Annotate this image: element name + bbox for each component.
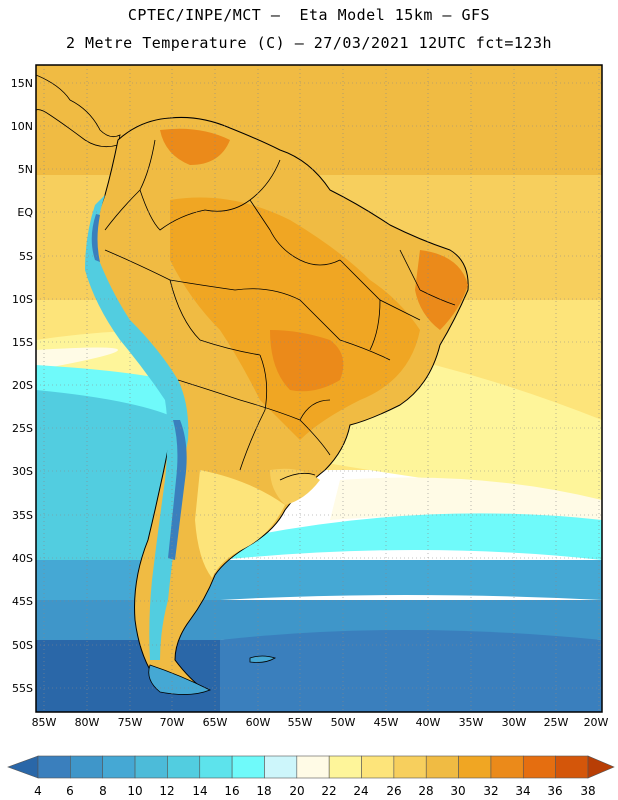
lat-label: 10S: [12, 293, 33, 306]
patagonia-mild: [195, 470, 285, 578]
colorbar-cell: [199, 755, 233, 779]
map-title-line1: CPTEC/INPE/MCT – Eta Model 15km – GFS: [127, 6, 491, 24]
colorbar-cell: [37, 755, 71, 779]
lat-label: 50S: [12, 639, 33, 652]
lon-label: 40W: [416, 716, 441, 729]
ocean-band-coldest2: [220, 630, 602, 712]
colorbar-label: 30: [450, 784, 465, 798]
lon-label: 80W: [75, 716, 100, 729]
colorbar-labels: 4 6 8 10 12 14 16 18 20 22 24 26 28 30 3…: [34, 784, 595, 798]
falkland-islands: [249, 655, 276, 663]
lat-label: 15N: [11, 77, 33, 90]
lat-label: 20S: [12, 379, 33, 392]
colorbar-label: 20: [289, 784, 304, 798]
ocean-band-cream: [36, 347, 602, 525]
latitude-labels: 15N 10N 5N EQ 5S 10S 15S 20S 25S 30S 35S…: [11, 77, 34, 695]
lat-label: 15S: [12, 336, 33, 349]
lon-label: 25W: [544, 716, 569, 729]
lat-label: EQ: [17, 206, 33, 219]
colorbar-cell: [296, 755, 330, 779]
colorbar-cell: [425, 755, 459, 779]
lon-label: 55W: [288, 716, 313, 729]
uruguay-warm: [270, 468, 320, 505]
colorbar-label: 8: [99, 784, 107, 798]
longitude-labels: 85W 80W 75W 70W 65W 60W 55W 50W 45W 40W …: [32, 716, 609, 729]
colorbar-label: 28: [418, 784, 433, 798]
tierra-del-fuego: [148, 664, 211, 695]
colorbar-label: 26: [386, 784, 401, 798]
lon-label: 50W: [331, 716, 356, 729]
colorbar-label: 38: [580, 784, 595, 798]
colorbar: 4 6 8 10 12 14 16 18 20 22 24 26 28 30 3…: [7, 755, 615, 798]
lon-label: 60W: [246, 716, 271, 729]
colorbar-cell: [70, 755, 104, 779]
lon-label: 20W: [584, 716, 609, 729]
colorbar-cell: [264, 755, 298, 779]
lat-label: 5N: [18, 163, 33, 176]
lon-label: 30W: [502, 716, 527, 729]
lat-label: 35S: [12, 509, 33, 522]
colorbar-cell: [134, 755, 168, 779]
ocean-band-cold: [36, 560, 602, 600]
brazil-hot-region: [170, 197, 420, 440]
colorbar-label: 22: [321, 784, 336, 798]
colorbar-cell: [490, 755, 524, 779]
lat-label: 55S: [12, 682, 33, 695]
colorbar-label: 14: [192, 784, 207, 798]
colorbar-cell: [458, 755, 492, 779]
lat-label: 40S: [12, 552, 33, 565]
map-title-line2: 2 Metre Temperature (C) – 27/03/2021 12U…: [65, 34, 553, 52]
lon-label: 45W: [374, 716, 399, 729]
colorbar-cell: [555, 755, 589, 779]
colorbar-label: 18: [256, 784, 271, 798]
colorbar-label: 32: [483, 784, 498, 798]
venezuela-hot-region: [160, 128, 230, 165]
lat-label: 45S: [12, 595, 33, 608]
colorbar-cell: [231, 755, 265, 779]
lon-label: 65W: [203, 716, 228, 729]
colorbar-label: 34: [515, 784, 530, 798]
colorbar-label: 12: [159, 784, 174, 798]
colorbar-label: 6: [66, 784, 74, 798]
colorbar-cell: [167, 755, 201, 779]
colorbar-label: 4: [34, 784, 42, 798]
colorbar-cell: [522, 755, 556, 779]
colorbar-cells: [7, 755, 615, 779]
andes-peaks: [91, 214, 187, 560]
lon-label: 85W: [32, 716, 57, 729]
colorbar-cell: [328, 755, 362, 779]
lon-label: 75W: [118, 716, 143, 729]
lon-label: 35W: [459, 716, 484, 729]
lat-label: 25S: [12, 422, 33, 435]
brazil-hottest-region: [270, 330, 344, 392]
colorbar-label: 16: [224, 784, 239, 798]
colorbar-cell: [102, 755, 136, 779]
lat-label: 30S: [12, 465, 33, 478]
lat-label: 10N: [11, 120, 33, 133]
colorbar-label: 10: [127, 784, 142, 798]
colorbar-cell: [587, 755, 615, 779]
colorbar-cell: [393, 755, 427, 779]
colorbar-cell: [361, 755, 395, 779]
lon-label: 70W: [160, 716, 185, 729]
country-borders: [104, 139, 456, 481]
map-plot-area: [36, 65, 602, 712]
map-frame: [35, 64, 603, 713]
colorbar-cell: [7, 755, 39, 779]
colorbar-label: 24: [353, 784, 368, 798]
colorbar-label: 36: [547, 784, 562, 798]
lat-label: 5S: [19, 250, 33, 263]
andes-range: [85, 195, 189, 660]
